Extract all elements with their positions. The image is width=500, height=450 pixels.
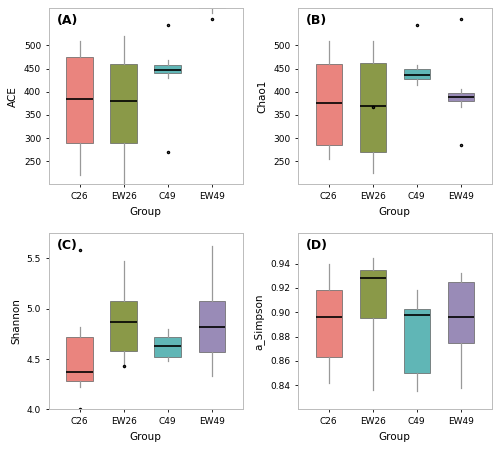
PathPatch shape xyxy=(404,68,430,79)
PathPatch shape xyxy=(110,64,137,143)
Y-axis label: a_Simpson: a_Simpson xyxy=(254,293,264,350)
Text: (B): (B) xyxy=(306,14,327,27)
Y-axis label: Shannon: Shannon xyxy=(11,298,21,344)
X-axis label: Group: Group xyxy=(379,432,410,441)
PathPatch shape xyxy=(198,0,225,9)
Text: (A): (A) xyxy=(56,14,78,27)
PathPatch shape xyxy=(448,282,474,342)
Y-axis label: ACE: ACE xyxy=(8,86,18,107)
PathPatch shape xyxy=(154,337,181,357)
PathPatch shape xyxy=(448,93,474,101)
X-axis label: Group: Group xyxy=(379,207,410,216)
PathPatch shape xyxy=(154,65,181,73)
Y-axis label: Chao1: Chao1 xyxy=(258,80,268,113)
Text: (C): (C) xyxy=(56,238,78,252)
X-axis label: Group: Group xyxy=(130,207,162,216)
Text: (D): (D) xyxy=(306,238,328,252)
PathPatch shape xyxy=(110,301,137,351)
PathPatch shape xyxy=(316,64,342,145)
PathPatch shape xyxy=(198,301,225,352)
PathPatch shape xyxy=(360,270,386,318)
PathPatch shape xyxy=(66,337,93,381)
PathPatch shape xyxy=(360,63,386,152)
PathPatch shape xyxy=(404,309,430,373)
X-axis label: Group: Group xyxy=(130,432,162,441)
PathPatch shape xyxy=(316,290,342,357)
PathPatch shape xyxy=(66,57,93,143)
